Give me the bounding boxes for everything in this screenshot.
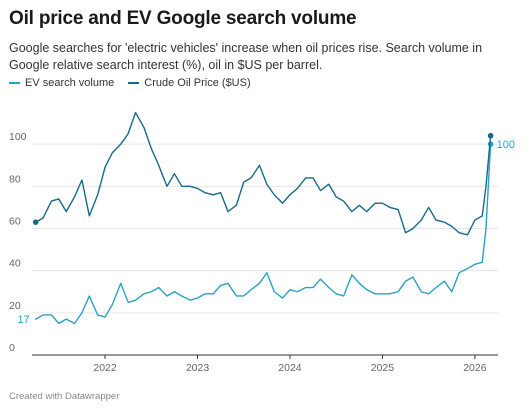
series-start-dot-oil: [32, 219, 39, 225]
y-tick-label: 80: [9, 173, 21, 185]
x-tick-label: 2023: [186, 362, 210, 374]
legend-item-ev: EV search volume: [9, 77, 114, 89]
line-chart: 0 20 40 60 80 100 2022 2023 2024 2025 2026 100 17: [9, 111, 515, 374]
legend: EV search volume Crude Oil Price ($US): [9, 77, 251, 89]
legend-label-oil: Crude Oil Price ($US): [144, 77, 251, 89]
legend-label-ev: EV search volume: [25, 77, 115, 89]
data-labels: 100 17: [17, 139, 515, 326]
series-end-dot-oil: [487, 132, 494, 139]
series-line-oil: [35, 111, 492, 236]
chart-subtitle: Google searches for 'electric vehicles' …: [9, 41, 483, 72]
y-axis-ticks: 0 20 40 60 80 100: [9, 131, 27, 354]
y-tick-label: 100: [9, 131, 27, 143]
y-tick-label: 40: [9, 258, 21, 270]
gridlines: [32, 143, 498, 356]
start-label-ev: 17: [17, 314, 29, 326]
x-tick-label: 2022: [93, 362, 117, 374]
y-tick-label: 60: [9, 216, 21, 228]
x-tick-label: 2026: [463, 362, 487, 374]
legend-item-oil: Crude Oil Price ($US): [128, 77, 251, 89]
chart-title: Oil price and EV Google search volume: [9, 8, 357, 29]
series-lines: [32, 111, 494, 325]
series-line-ev: [35, 143, 492, 325]
x-axis-ticks: 2022 2023 2024 2025 2026: [93, 355, 487, 374]
x-tick-label: 2025: [371, 362, 395, 374]
end-label-ev: 100: [497, 139, 515, 151]
x-tick-label: 2024: [278, 362, 302, 374]
y-tick-label: 20: [9, 300, 21, 312]
credit-footer: Created with Datawrapper: [9, 391, 120, 402]
legend-swatch-oil: [128, 82, 140, 84]
y-tick-label: 0: [9, 342, 15, 354]
legend-swatch-ev: [9, 82, 20, 84]
